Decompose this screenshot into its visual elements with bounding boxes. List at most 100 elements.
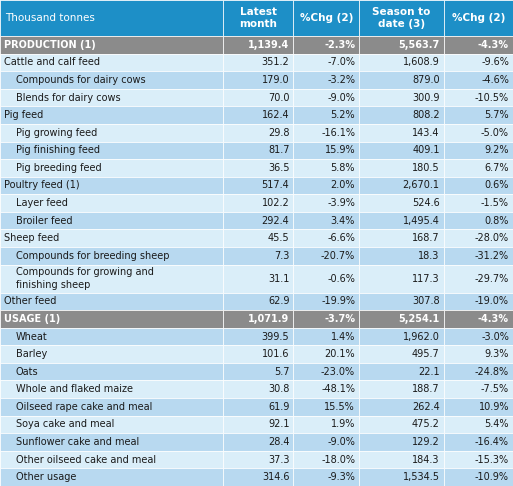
Text: 20.1%: 20.1% bbox=[325, 349, 355, 359]
Bar bbox=[359, 398, 444, 416]
Bar bbox=[293, 328, 359, 346]
Bar bbox=[293, 89, 359, 106]
Text: 45.5: 45.5 bbox=[268, 233, 289, 243]
Text: 1.4%: 1.4% bbox=[331, 331, 355, 342]
Text: 5,563.7: 5,563.7 bbox=[399, 40, 440, 50]
Text: 0.8%: 0.8% bbox=[485, 216, 509, 226]
Bar bbox=[223, 89, 293, 106]
Text: Other feed: Other feed bbox=[4, 296, 56, 306]
Bar bbox=[293, 346, 359, 363]
Text: -20.7%: -20.7% bbox=[321, 251, 355, 261]
Bar bbox=[359, 124, 444, 141]
Text: 81.7: 81.7 bbox=[268, 145, 289, 156]
Bar bbox=[359, 247, 444, 264]
Bar bbox=[444, 469, 513, 486]
Text: -4.3%: -4.3% bbox=[478, 40, 509, 50]
Text: Sunflower cake and meal: Sunflower cake and meal bbox=[16, 437, 139, 447]
Bar bbox=[293, 451, 359, 469]
Text: -7.5%: -7.5% bbox=[481, 384, 509, 394]
Text: 168.7: 168.7 bbox=[412, 233, 440, 243]
Bar bbox=[0, 363, 223, 381]
Bar bbox=[223, 106, 293, 124]
Text: 61.9: 61.9 bbox=[268, 402, 289, 412]
Text: Thousand tonnes: Thousand tonnes bbox=[5, 13, 95, 23]
Bar bbox=[359, 346, 444, 363]
Text: 314.6: 314.6 bbox=[262, 472, 289, 482]
Text: -28.0%: -28.0% bbox=[475, 233, 509, 243]
Bar bbox=[223, 36, 293, 53]
Text: 92.1: 92.1 bbox=[268, 419, 289, 430]
Text: 409.1: 409.1 bbox=[412, 145, 440, 156]
Bar bbox=[223, 433, 293, 451]
Text: 10.9%: 10.9% bbox=[479, 402, 509, 412]
Bar bbox=[444, 89, 513, 106]
Bar bbox=[444, 124, 513, 141]
Bar bbox=[293, 124, 359, 141]
Text: 1,139.4: 1,139.4 bbox=[248, 40, 289, 50]
Bar bbox=[293, 293, 359, 310]
Bar bbox=[0, 124, 223, 141]
Text: 5.2%: 5.2% bbox=[330, 110, 355, 120]
Text: 5.8%: 5.8% bbox=[330, 163, 355, 173]
Bar bbox=[0, 469, 223, 486]
Text: Whole and flaked maize: Whole and flaked maize bbox=[16, 384, 133, 394]
Text: 37.3: 37.3 bbox=[268, 454, 289, 465]
Bar bbox=[223, 247, 293, 264]
Text: Sheep feed: Sheep feed bbox=[4, 233, 59, 243]
Bar bbox=[444, 159, 513, 177]
Text: Oats: Oats bbox=[16, 367, 38, 377]
Bar bbox=[444, 229, 513, 247]
Bar bbox=[223, 469, 293, 486]
Text: 524.6: 524.6 bbox=[412, 198, 440, 208]
Text: Layer feed: Layer feed bbox=[16, 198, 68, 208]
Bar bbox=[359, 71, 444, 89]
Text: Other usage: Other usage bbox=[16, 472, 76, 482]
Bar bbox=[359, 229, 444, 247]
Text: 62.9: 62.9 bbox=[268, 296, 289, 306]
Text: -18.0%: -18.0% bbox=[321, 454, 355, 465]
Text: 300.9: 300.9 bbox=[412, 92, 440, 103]
Text: 1.9%: 1.9% bbox=[331, 419, 355, 430]
Text: USAGE (1): USAGE (1) bbox=[4, 314, 60, 324]
Bar bbox=[0, 451, 223, 469]
Text: -29.7%: -29.7% bbox=[475, 274, 509, 284]
Bar bbox=[444, 381, 513, 398]
Bar bbox=[223, 71, 293, 89]
Bar bbox=[0, 53, 223, 71]
Text: 2,670.1: 2,670.1 bbox=[403, 180, 440, 191]
Bar bbox=[444, 247, 513, 264]
Text: -3.9%: -3.9% bbox=[327, 198, 355, 208]
Bar bbox=[0, 346, 223, 363]
Text: 15.5%: 15.5% bbox=[324, 402, 355, 412]
Text: 879.0: 879.0 bbox=[412, 75, 440, 85]
Text: -4.6%: -4.6% bbox=[481, 75, 509, 85]
Bar bbox=[293, 141, 359, 159]
Bar bbox=[293, 416, 359, 433]
Bar bbox=[223, 194, 293, 212]
Text: 5.7%: 5.7% bbox=[484, 110, 509, 120]
Bar bbox=[223, 451, 293, 469]
Text: 292.4: 292.4 bbox=[262, 216, 289, 226]
Text: Season to
date (3): Season to date (3) bbox=[372, 7, 430, 29]
Bar bbox=[444, 416, 513, 433]
Text: Poultry feed (1): Poultry feed (1) bbox=[4, 180, 80, 191]
Bar bbox=[359, 469, 444, 486]
Bar bbox=[223, 310, 293, 328]
Bar bbox=[293, 363, 359, 381]
Bar bbox=[359, 310, 444, 328]
Bar bbox=[359, 0, 444, 36]
Bar bbox=[223, 293, 293, 310]
Text: Soya cake and meal: Soya cake and meal bbox=[16, 419, 114, 430]
Text: -16.4%: -16.4% bbox=[475, 437, 509, 447]
Bar bbox=[223, 141, 293, 159]
Bar bbox=[444, 310, 513, 328]
Text: 101.6: 101.6 bbox=[262, 349, 289, 359]
Bar bbox=[359, 328, 444, 346]
Text: 184.3: 184.3 bbox=[412, 454, 440, 465]
Text: 143.4: 143.4 bbox=[412, 128, 440, 138]
Bar bbox=[0, 433, 223, 451]
Bar bbox=[0, 89, 223, 106]
Text: 1,608.9: 1,608.9 bbox=[403, 57, 440, 68]
Bar bbox=[293, 212, 359, 229]
Bar bbox=[293, 433, 359, 451]
